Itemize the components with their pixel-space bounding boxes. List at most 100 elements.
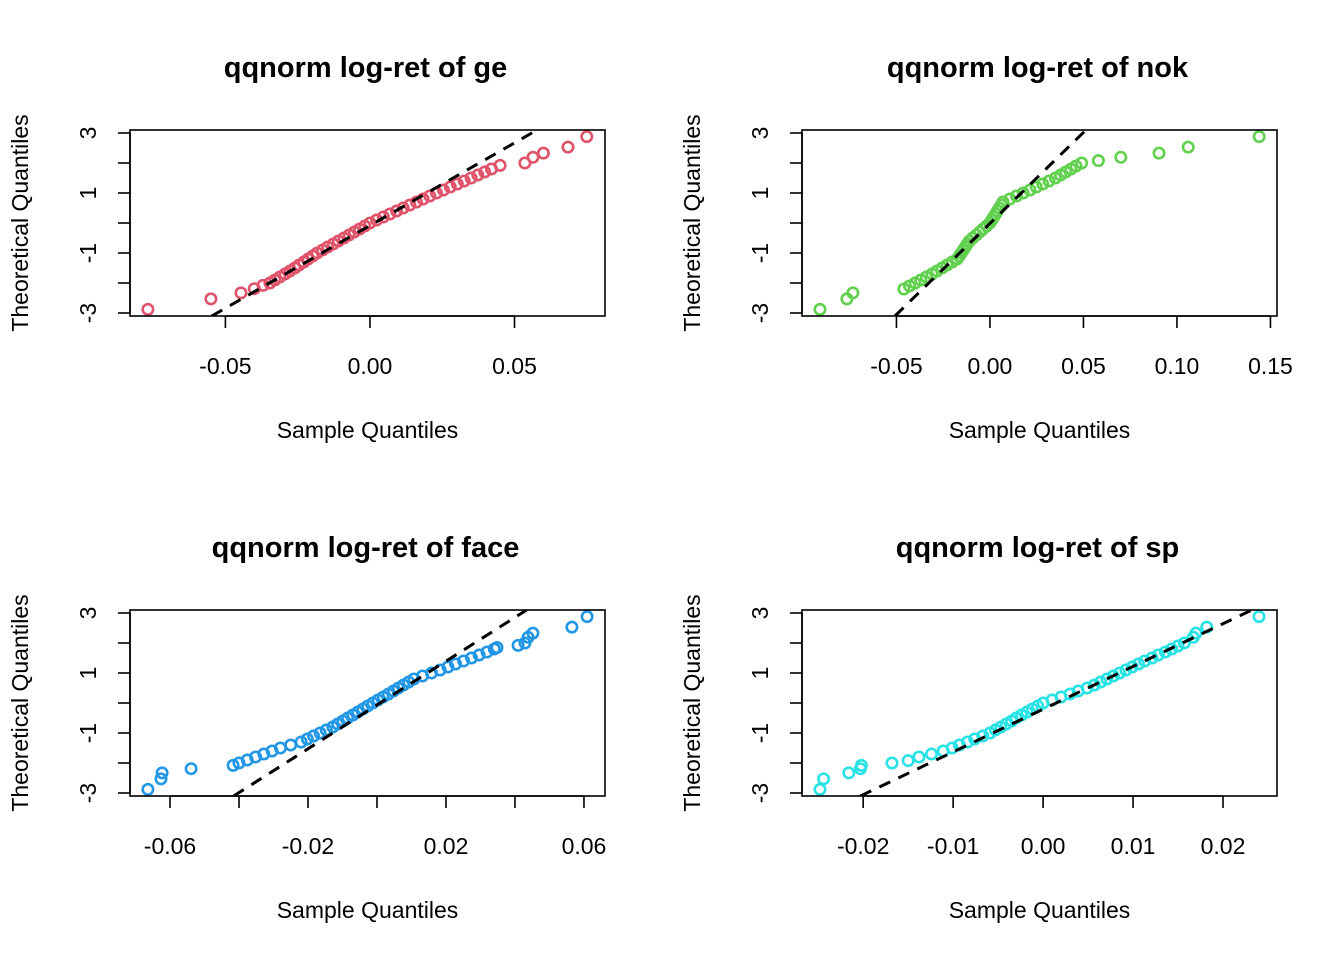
data-point [390,204,404,218]
data-point [1158,645,1172,659]
data-point [306,729,320,743]
x-axis-label: Sample Quantiles [949,417,1131,443]
data-point [1029,180,1043,194]
data-point [493,158,507,172]
data-point [383,207,397,221]
data-point [1003,192,1017,206]
x-tick-label: -0.02 [282,833,334,859]
y-tick-label: 3 [747,607,773,620]
points [813,610,1266,796]
data-point [960,735,974,749]
data-point [1132,657,1146,671]
y-tick-label: 3 [75,127,101,140]
data-point [1023,183,1037,197]
data-point [813,302,827,316]
qq-panel: qqnorm log-ret of sp -0.02 -0.01 0.00 0.01 0.… [679,532,1278,923]
data-point [1075,156,1089,170]
data-point [817,772,831,786]
y-tick-label: -1 [747,723,773,743]
data-point [457,174,471,188]
data-point [1151,648,1165,662]
data-point [141,782,155,796]
plot-frame [801,609,1278,797]
points [813,130,1266,316]
data-point [561,140,575,154]
x-tick-label: 0.00 [1021,833,1066,859]
data-point [526,150,540,164]
data-point [1009,189,1023,203]
data-point [1181,140,1195,154]
points [141,130,594,316]
data-point [854,758,868,772]
data-point [511,638,525,652]
data-point [842,766,856,780]
y-axis-label: Theoretical Quantiles [7,594,33,811]
x-axis-label: Sample Quantiles [949,897,1131,923]
y-tick-label: -1 [75,723,101,743]
qq-panel: qqnorm log-ret of face -0.06 -0.02 0.02 0.06… [7,532,606,923]
x-tick-label: 0.05 [1061,353,1106,379]
data-point [580,610,594,624]
data-point [912,750,926,764]
data-point [1252,610,1266,624]
y-tick-label: 3 [747,127,773,140]
data-point [1252,130,1266,144]
data-point [472,648,486,662]
data-point [945,741,959,755]
data-point [234,286,248,300]
qq-panel: qqnorm log-ret of ge -0.05 0.00 0.05 Sample … [7,52,606,443]
data-point [226,758,240,772]
points [141,610,594,796]
data-point [813,782,827,796]
data-point [1016,186,1030,200]
data-point [294,735,308,749]
x-tick-label: 0.00 [968,353,1013,379]
data-point [1036,177,1050,191]
data-point [154,772,168,786]
data-point [464,171,478,185]
data-point [1125,660,1139,674]
data-point [901,754,915,768]
data-point [204,292,218,306]
x-tick-label: -0.05 [199,353,251,379]
qq-panel: qqnorm log-ret of nok -0.05 0.00 0.05 0.10 0.… [679,52,1293,443]
data-point [885,756,899,770]
data-point [1114,150,1128,164]
y-tick-label: -1 [747,243,773,263]
data-point [284,738,298,752]
y-tick-label: -3 [75,783,101,803]
x-tick-label: 0.01 [1111,833,1156,859]
data-point [443,180,457,194]
data-point [1091,154,1105,168]
data-point [313,726,327,740]
data-point [184,762,198,776]
data-point [580,130,594,144]
data-point [1145,651,1159,665]
data-point [1106,669,1120,683]
data-point [1189,626,1203,640]
x-tick-label: 0.06 [562,833,607,859]
x-tick-label: -0.05 [870,353,922,379]
y-tick-label: 1 [747,187,773,200]
data-point [403,198,417,212]
data-point [319,723,333,737]
data-point [433,663,447,677]
x-axis-label: Sample Quantiles [277,897,459,923]
data-point [1087,678,1101,692]
y-axis-label: Theoretical Quantiles [679,594,705,811]
data-point [1152,146,1166,160]
data-point [480,645,494,659]
data-point [449,657,463,671]
x-tick-label: 0.15 [1248,353,1293,379]
data-point [1094,675,1108,689]
data-point [490,640,504,654]
data-point [976,729,990,743]
qq-reference-line [859,610,1253,796]
data-point [1042,174,1056,188]
y-tick-label: 1 [75,667,101,680]
data-point [1080,681,1094,695]
data-point [141,302,155,316]
y-tick-label: -1 [75,243,101,263]
data-point [457,654,471,668]
